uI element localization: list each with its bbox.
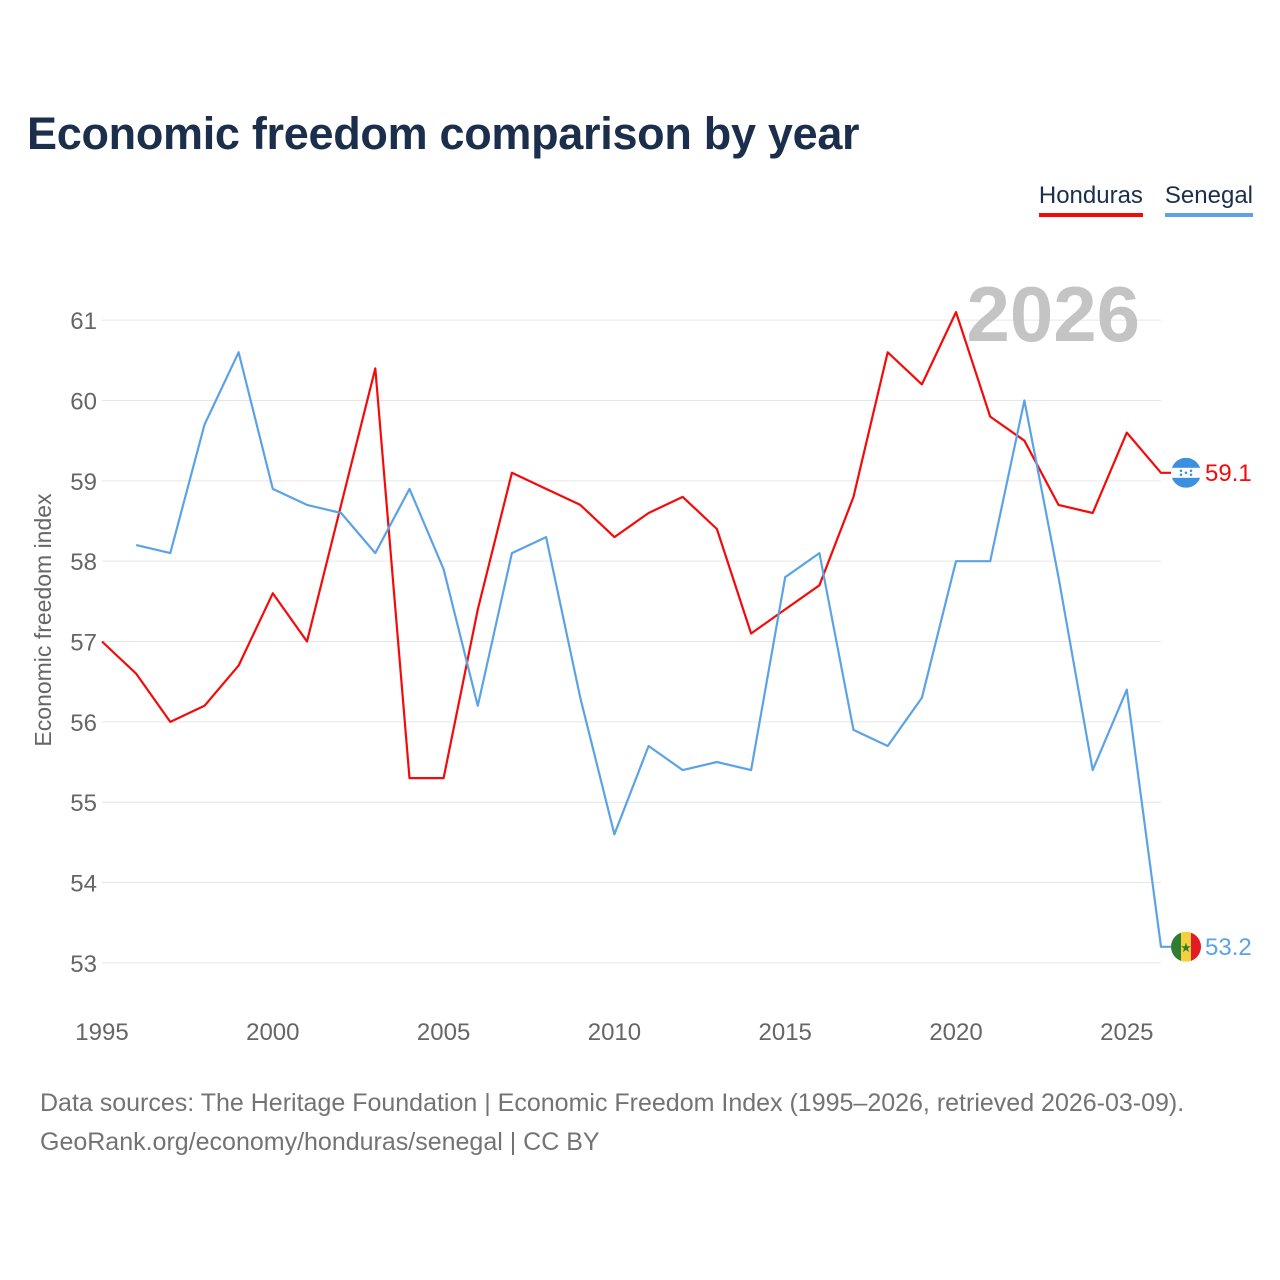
x-tick-label-2010: 2010 [588, 1019, 641, 1046]
x-tick-label-2000: 2000 [246, 1019, 299, 1046]
y-tick-label-55: 55 [70, 790, 97, 817]
legend-item-senegal[interactable]: Senegal [1164, 182, 1253, 217]
y-tick-label-61: 61 [70, 308, 97, 335]
source-note: Data sources: The Heritage Foundation | … [40, 1084, 1184, 1162]
x-tick-label-1995: 1995 [75, 1019, 128, 1046]
year-label: 2026 [966, 270, 1140, 358]
y-tick-label-59: 59 [70, 469, 97, 496]
legend-item-honduras[interactable]: Honduras [1038, 182, 1143, 217]
x-tick-label-2025: 2025 [1100, 1019, 1153, 1046]
source-line-2[interactable]: GeoRank.org/economy/honduras/senegal | C… [40, 1128, 600, 1156]
x-tick-label-2020: 2020 [929, 1019, 982, 1046]
honduras-flag-icon [1171, 457, 1201, 488]
legend: Honduras Senegal [1038, 182, 1253, 217]
chart-title: Economic freedom comparison by year [27, 108, 860, 159]
source-line-1: Data sources: The Heritage Foundation | … [40, 1089, 1185, 1117]
series-line-senegal [135, 351, 1171, 948]
y-tick-label-60: 60 [70, 389, 97, 416]
series-line-honduras [101, 311, 1171, 780]
svg-text:★: ★ [1180, 940, 1192, 955]
y-tick-label-57: 57 [70, 630, 97, 657]
end-value-label-honduras: 59.1 [1205, 460, 1252, 487]
y-axis-label: Economic freedom index [30, 493, 56, 747]
x-tick-label-2005: 2005 [417, 1019, 470, 1046]
y-tick-label-53: 53 [70, 951, 97, 978]
end-value-label-senegal: 53.2 [1205, 934, 1252, 961]
y-tick-label-54: 54 [70, 871, 97, 898]
senegal-flag-icon: ★ [1171, 931, 1201, 962]
y-tick-label-56: 56 [70, 710, 97, 737]
x-tick-label-2015: 2015 [759, 1019, 812, 1046]
y-tick-label-58: 58 [70, 549, 97, 576]
